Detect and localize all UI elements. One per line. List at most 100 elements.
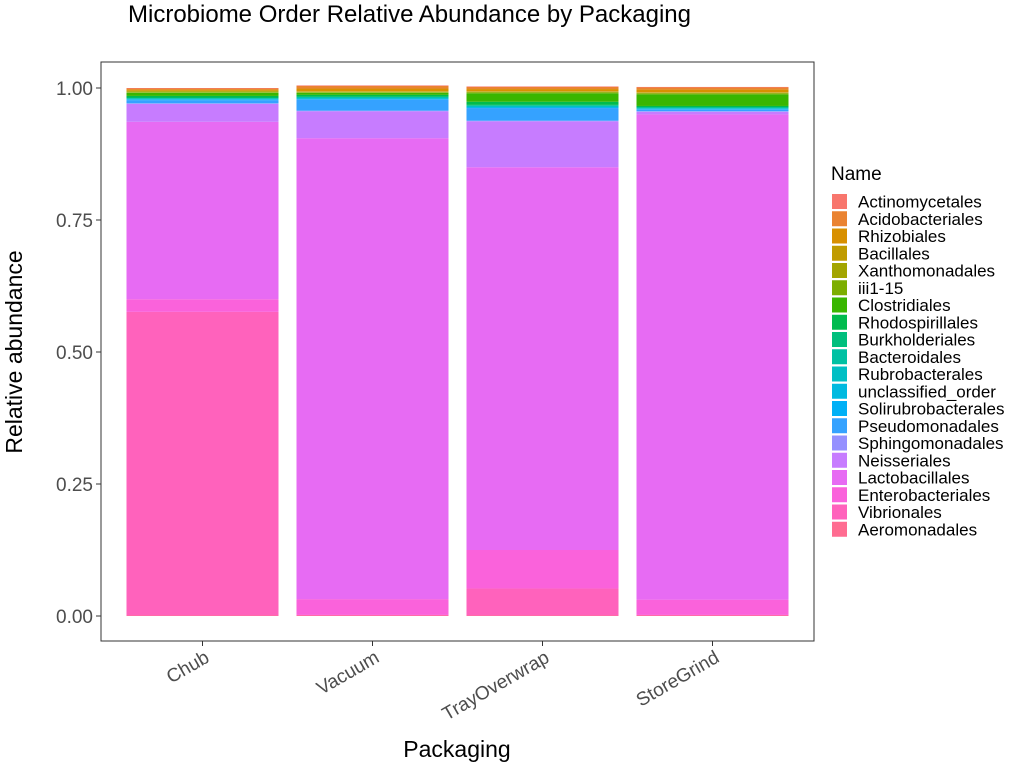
bar-segment bbox=[466, 104, 619, 106]
legend-swatch bbox=[832, 487, 847, 503]
bar-segment bbox=[636, 108, 789, 109]
legend-label: Vibrionales bbox=[858, 503, 942, 522]
x-axis-title: Packaging bbox=[403, 736, 510, 762]
legend-swatch bbox=[832, 297, 847, 313]
bar-segment bbox=[126, 95, 279, 98]
bar-segment bbox=[126, 103, 279, 104]
legend-swatch bbox=[832, 383, 847, 399]
bar-segment bbox=[636, 107, 789, 109]
bar-segment bbox=[126, 90, 279, 92]
bar-segment bbox=[636, 105, 789, 108]
legend-swatch bbox=[832, 349, 847, 365]
bar-segment bbox=[466, 86, 619, 87]
bar-segment bbox=[466, 588, 619, 616]
bar-segment bbox=[126, 98, 279, 100]
legend-swatch bbox=[832, 245, 847, 261]
bar-segment bbox=[126, 99, 279, 100]
bar-segment bbox=[466, 91, 619, 92]
bar-segment bbox=[636, 111, 789, 112]
y-tick-label: 0.00 bbox=[56, 607, 93, 628]
bar-segment bbox=[126, 299, 279, 312]
legend-label: Rubrobacterales bbox=[858, 365, 983, 384]
legend-swatch bbox=[832, 504, 847, 520]
bar-segment bbox=[126, 91, 279, 93]
bar-segment bbox=[636, 614, 789, 616]
bar-segment bbox=[126, 99, 279, 101]
bar-segment bbox=[126, 100, 279, 104]
bar-segment bbox=[126, 615, 279, 616]
legend-swatch bbox=[832, 280, 847, 296]
bar-segment bbox=[636, 107, 789, 108]
bar-segment bbox=[636, 111, 789, 115]
legend-title: Name bbox=[831, 164, 882, 185]
bar-segment bbox=[466, 167, 619, 550]
bar-segment bbox=[466, 89, 619, 92]
bar-segment bbox=[296, 92, 449, 93]
bar-segment bbox=[636, 86, 789, 88]
chart-title: Microbiome Order Relative Abundance by P… bbox=[128, 1, 691, 28]
legend-label: Xanthomonadales bbox=[858, 262, 995, 281]
legend-label: Lactobacillales bbox=[858, 469, 970, 488]
legend-label: Solirubrobacterales bbox=[858, 400, 1004, 419]
bar-segment bbox=[296, 96, 449, 98]
bar-segment bbox=[636, 89, 789, 93]
bar-segment bbox=[126, 92, 279, 93]
bar-segment bbox=[126, 88, 279, 89]
y-axis: 0.00 0.25 0.50 0.75 1.00 bbox=[56, 79, 101, 628]
legend-swatch bbox=[832, 470, 847, 485]
legend-swatch bbox=[832, 521, 847, 537]
bar-segment bbox=[126, 97, 279, 99]
plot-area bbox=[100, 61, 815, 642]
legend-swatch bbox=[832, 211, 847, 227]
bar-segment bbox=[296, 88, 449, 92]
legend-label: Pseudomonadales bbox=[858, 417, 999, 436]
legend-swatch bbox=[832, 452, 847, 468]
legend-label: Rhodospirillales bbox=[858, 313, 978, 332]
y-axis-title: Relative abundance bbox=[1, 250, 27, 453]
bar-segment bbox=[296, 98, 449, 100]
legend-label: Bacteroidales bbox=[858, 348, 961, 367]
bar-segment bbox=[296, 138, 449, 600]
legend-label: Neisseriales bbox=[858, 451, 951, 470]
legend-label: Actinomycetales bbox=[858, 193, 982, 212]
legend-swatch bbox=[832, 332, 847, 347]
bar-segment bbox=[296, 599, 449, 615]
bar-segment bbox=[296, 99, 449, 100]
bar-segment bbox=[466, 86, 619, 90]
legend-label: Sphingomonadales bbox=[858, 434, 1004, 453]
bar-segment bbox=[466, 92, 619, 94]
bar-segment bbox=[296, 94, 449, 97]
legend-label: unclassified_order bbox=[858, 382, 996, 401]
bar-segment bbox=[126, 88, 279, 90]
legend-label: iii1-15 bbox=[858, 279, 903, 298]
bar-segment bbox=[466, 101, 619, 105]
bar-segment bbox=[126, 311, 279, 616]
bar-segment bbox=[466, 550, 619, 589]
bar-segment bbox=[636, 87, 789, 90]
bar-segment bbox=[296, 111, 449, 139]
bar-segment bbox=[296, 97, 449, 99]
bar-segment bbox=[636, 92, 789, 93]
legend-label: Aeromonadales bbox=[858, 520, 977, 539]
x-tick-label: StoreGrind bbox=[633, 647, 723, 711]
y-tick-label: 1.00 bbox=[56, 79, 93, 100]
bar-segment bbox=[296, 92, 449, 95]
legend-swatch bbox=[832, 418, 847, 434]
bar-segment bbox=[636, 94, 789, 106]
bar-segment bbox=[466, 91, 619, 93]
legend-label: Rhizobiales bbox=[858, 227, 946, 246]
bar-segment bbox=[636, 108, 789, 110]
legend-label: Enterobacteriales bbox=[858, 486, 990, 505]
bar-segment bbox=[466, 108, 619, 121]
x-tick-label: Vacuum bbox=[313, 647, 383, 699]
legend-label: Acidobacteriales bbox=[858, 210, 983, 229]
bar-segment bbox=[296, 85, 449, 89]
bar-segment bbox=[466, 107, 619, 108]
bar-segment bbox=[126, 103, 279, 122]
y-tick-label: 0.50 bbox=[56, 343, 93, 364]
bar-segment bbox=[296, 96, 449, 97]
x-axis: Chub Vacuum TrayOverwrap StoreGrind bbox=[163, 641, 723, 725]
bar-segment bbox=[466, 120, 619, 122]
bar-segment bbox=[126, 121, 279, 300]
